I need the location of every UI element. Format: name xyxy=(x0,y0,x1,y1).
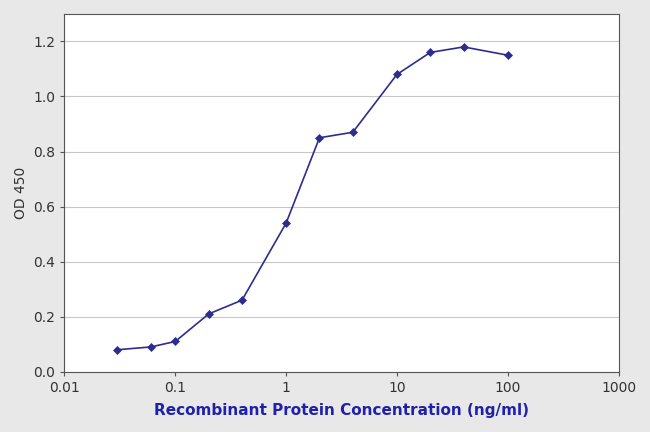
X-axis label: Recombinant Protein Concentration (ng/ml): Recombinant Protein Concentration (ng/ml… xyxy=(154,403,529,418)
Y-axis label: OD 450: OD 450 xyxy=(14,167,28,219)
